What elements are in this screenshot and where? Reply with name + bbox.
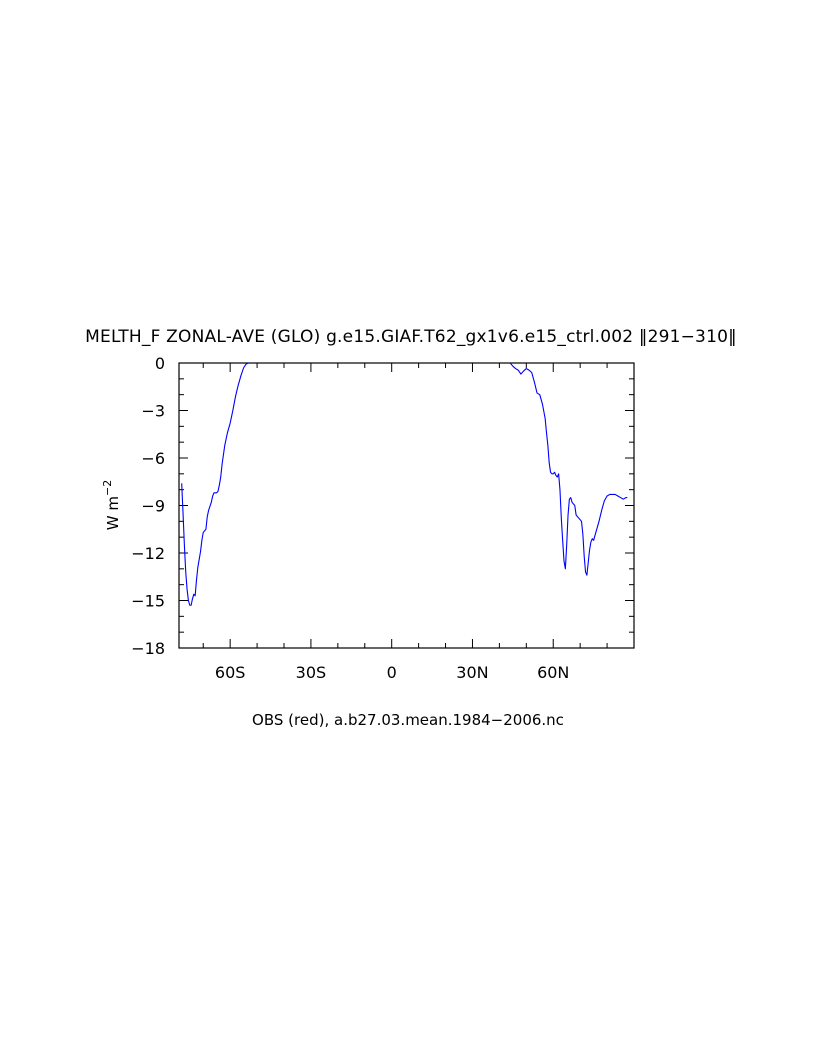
series-line bbox=[509, 362, 628, 576]
y-axis-label-base: W m bbox=[104, 496, 122, 530]
y-tick-label: −9 bbox=[141, 497, 165, 516]
y-axis-label: W m−2 bbox=[101, 480, 122, 530]
footer-note: OBS (red), a.b27.03.mean.1984−2006.nc bbox=[252, 711, 564, 729]
y-tick-label: −6 bbox=[141, 449, 165, 468]
axes-frame bbox=[178, 362, 635, 649]
x-tick-label: 0 bbox=[387, 663, 397, 682]
y-tick-label: −15 bbox=[131, 592, 165, 611]
y-tick-label: −12 bbox=[131, 544, 165, 563]
x-tick-label: 30S bbox=[296, 663, 327, 682]
y-axis-label-exponent: −2 bbox=[101, 480, 114, 496]
tick-labels: 60S 30S 0 30N 60N 0 −3 −6 −9 −12 −15 −18 bbox=[131, 354, 569, 682]
chart-title: MELTH_F ZONAL-AVE (GLO) g.e15.GIAF.T62_g… bbox=[85, 327, 737, 347]
y-tick-label: −3 bbox=[141, 402, 165, 421]
y-tick-label: −18 bbox=[131, 639, 165, 658]
plot-frame bbox=[178, 362, 635, 649]
x-tick-label: 60S bbox=[215, 663, 246, 682]
y-tick-label: 0 bbox=[155, 354, 165, 373]
axis-ticks bbox=[179, 362, 635, 649]
data-lines bbox=[181, 362, 628, 606]
series-line bbox=[181, 362, 250, 606]
x-tick-label: 30N bbox=[456, 663, 488, 682]
x-tick-label: 60N bbox=[537, 663, 569, 682]
